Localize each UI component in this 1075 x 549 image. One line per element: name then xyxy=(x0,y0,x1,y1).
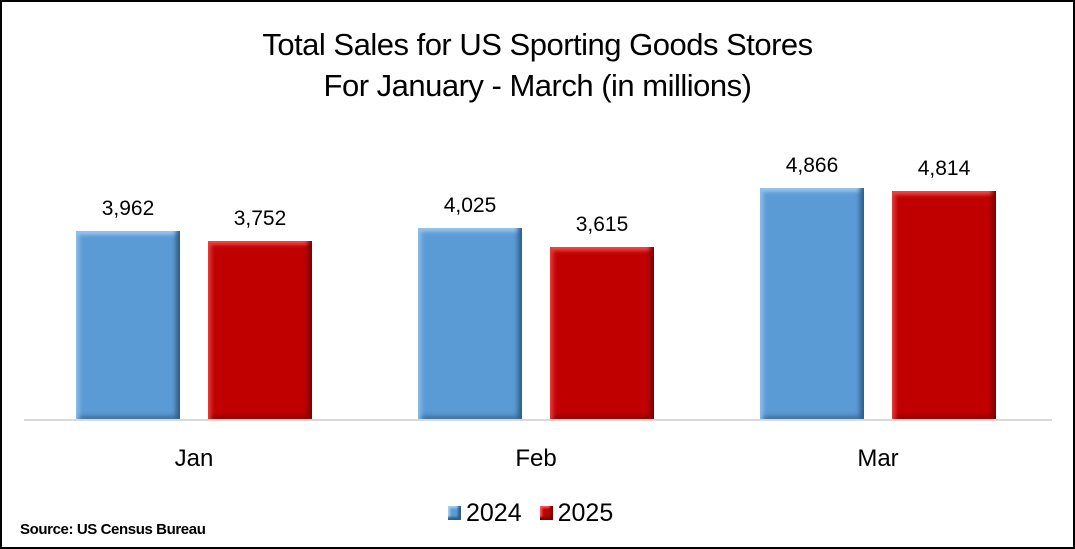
x-tick-jan: Jan xyxy=(174,445,214,472)
data-label-feb-2025: 3,615 xyxy=(575,213,629,236)
x-tick-feb: Feb xyxy=(515,445,557,472)
bar-jan-2024 xyxy=(76,231,180,419)
data-label-mar-2024: 4,866 xyxy=(785,154,839,177)
legend-label-2024: 2024 xyxy=(466,499,522,527)
data-label-jan-2025: 3,752 xyxy=(233,207,287,230)
bar-mar-2024 xyxy=(760,188,864,419)
legend-swatch-2025 xyxy=(539,506,553,520)
source-note: Source: US Census Bureau xyxy=(20,521,206,538)
chart-title: Total Sales for US Sporting Goods Stores… xyxy=(2,24,1073,106)
legend: 2024 2025 xyxy=(448,499,631,527)
data-label-mar-2025: 4,814 xyxy=(917,157,971,180)
legend-item-2024: 2024 xyxy=(448,499,522,527)
bar-mar-2025 xyxy=(892,191,996,419)
x-tick-mar: Mar xyxy=(857,445,899,472)
bar-feb-2025 xyxy=(550,247,654,419)
data-label-jan-2024: 3,962 xyxy=(101,197,155,220)
bar-jan-2025 xyxy=(208,241,312,419)
chart-title-line1: Total Sales for US Sporting Goods Stores xyxy=(262,27,813,62)
chart-title-line2: For January - March (in millions) xyxy=(323,68,752,103)
x-axis-line xyxy=(24,419,1052,421)
legend-label-2025: 2025 xyxy=(557,499,614,527)
legend-item-2025: 2025 xyxy=(539,499,614,527)
bar-feb-2024 xyxy=(418,228,522,419)
data-label-feb-2024: 4,025 xyxy=(443,194,497,217)
legend-swatch-2024 xyxy=(448,506,461,520)
